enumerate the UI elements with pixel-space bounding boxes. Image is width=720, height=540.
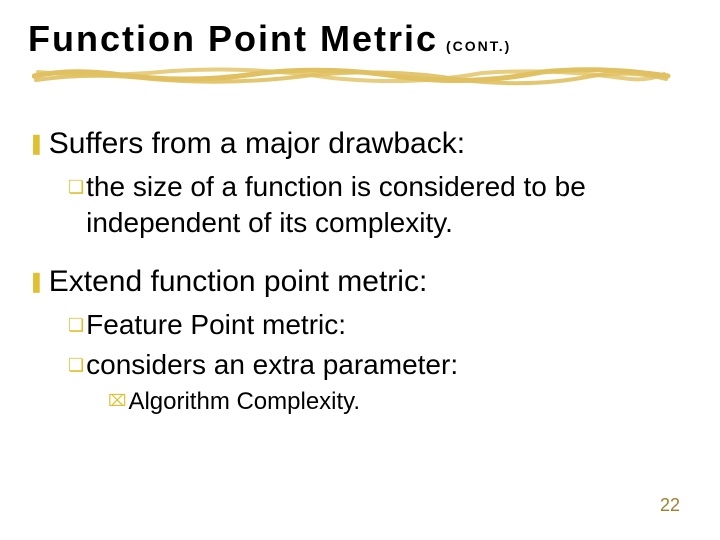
spacer (28, 245, 692, 263)
content-area: ❚Suffers from a major drawback:❏the size… (28, 125, 692, 417)
list-item-text: Algorithm Complexity. (128, 387, 360, 417)
list-item: ❏considers an extra parameter: (68, 347, 692, 383)
bullet-icon: ❚ (28, 263, 45, 301)
slide-title-cont: (CONT.) (446, 38, 511, 54)
bullet-icon: ❏ (68, 307, 84, 343)
title-row: Function Point Metric (CONT.) (28, 18, 692, 60)
list-item: ❏ Feature Point metric: (68, 307, 692, 343)
page-number: 22 (660, 495, 680, 516)
slide-title: Function Point Metric (28, 18, 438, 60)
list-item: ❚Extend function point metric: (28, 263, 692, 301)
list-item-text: Feature Point metric: (86, 307, 346, 343)
bullet-icon: ❏ (68, 169, 84, 205)
title-underline-scribble (32, 64, 672, 88)
list-item-text: considers an extra parameter: (86, 347, 458, 383)
list-item: ❏the size of a function is considered to… (68, 169, 692, 241)
list-item-text: the size of a function is considered to … (86, 169, 692, 241)
slide: Function Point Metric (CONT.) ❚Suffers f… (0, 0, 720, 540)
list-item-text: Suffers from a major drawback: (49, 125, 465, 163)
list-item-text: Extend function point metric: (49, 263, 428, 301)
bullet-icon: ❏ (68, 347, 84, 383)
bullet-icon: ❚ (28, 125, 45, 163)
list-item: ⌧Algorithm Complexity. (108, 387, 692, 417)
list-item: ❚Suffers from a major drawback: (28, 125, 692, 163)
bullet-icon: ⌧ (108, 387, 126, 417)
